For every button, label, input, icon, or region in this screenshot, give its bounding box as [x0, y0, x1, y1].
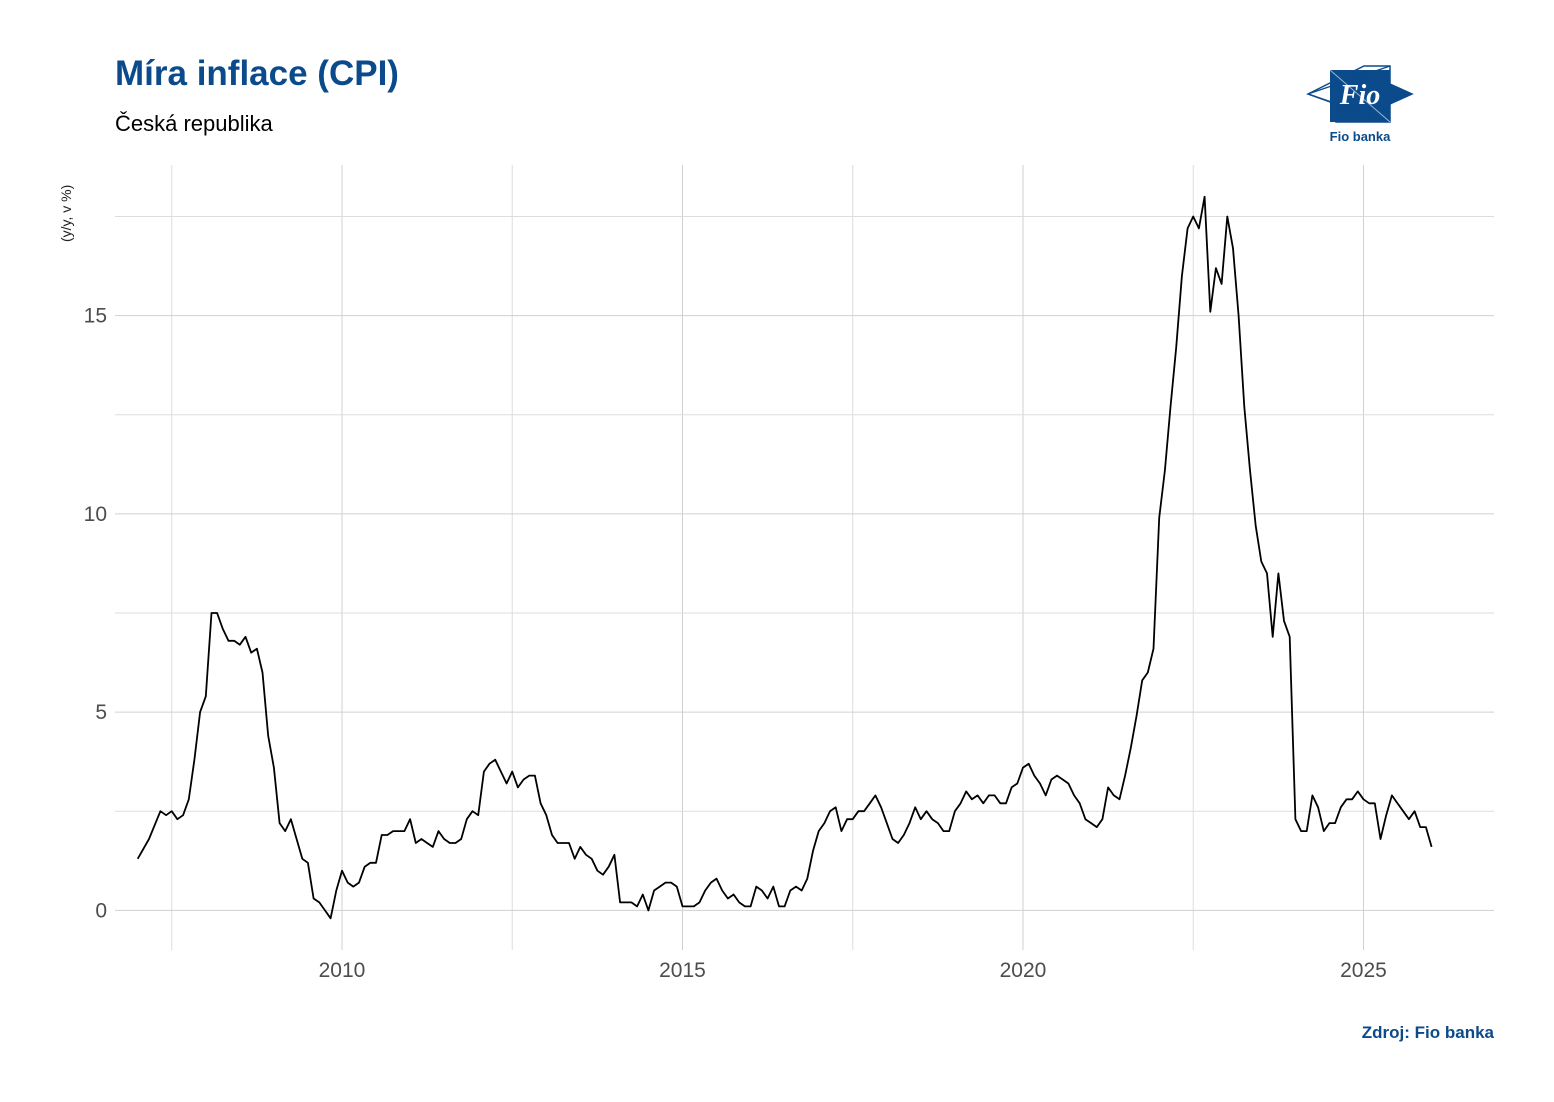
chart-subtitle: Česká republika: [115, 111, 273, 136]
grid: [115, 165, 1494, 950]
y-tick-label: 15: [84, 305, 107, 328]
fio-logo-icon: Fio: [1306, 65, 1414, 123]
y-tick-label: 0: [95, 899, 107, 922]
chart-title: Míra inflace (CPI): [115, 54, 399, 93]
tick-labels: 2010 2015 2020 2025 0 5 10 15: [84, 305, 1387, 982]
y-tick-label: 5: [95, 701, 107, 724]
logo-mark-text: Fio: [1339, 80, 1380, 111]
fio-banka-logo: Fio Fio banka: [1300, 62, 1420, 152]
series-line-cpi: [136, 195, 1433, 920]
x-tick-label: 2015: [659, 959, 706, 982]
x-tick-label: 2020: [1000, 959, 1047, 982]
source-note: Zdroj: Fio banka: [1361, 1023, 1494, 1042]
logo-text: Fio banka: [1329, 129, 1391, 144]
x-tick-label: 2010: [319, 959, 366, 982]
x-tick-label: 2025: [1340, 959, 1387, 982]
y-tick-label: 10: [84, 503, 107, 526]
